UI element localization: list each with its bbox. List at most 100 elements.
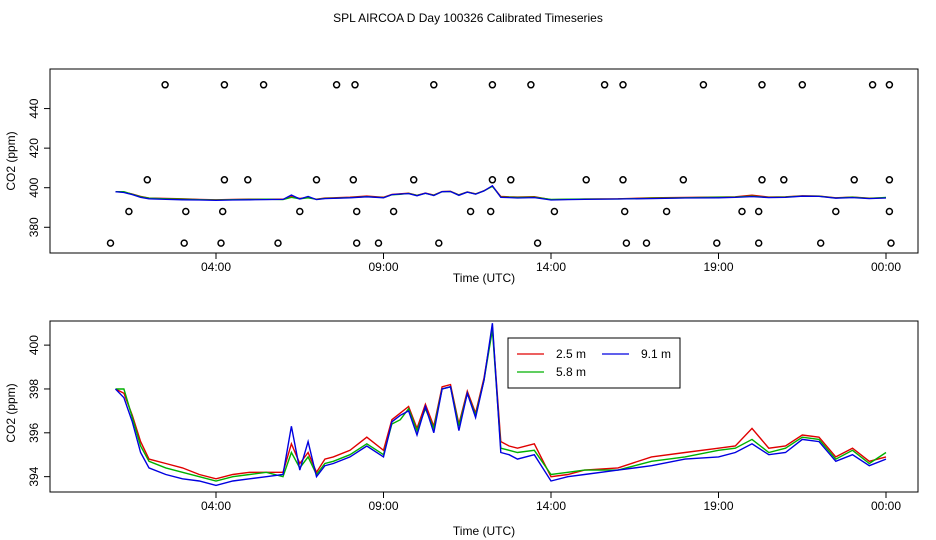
calibration-point: [435, 239, 443, 247]
calibration-point: [486, 207, 495, 216]
bottom-ytick-label: 396: [27, 422, 41, 442]
calibration-point: [622, 239, 631, 247]
top-xtick-label: 14:00: [536, 260, 566, 274]
panel-bottom-xlabel: Time (UTC): [453, 524, 515, 538]
calibration-point: [798, 81, 807, 89]
calibration-point: [351, 81, 359, 89]
top-ytick-label: 420: [27, 138, 41, 158]
bottom-xtick-label: 00:00: [871, 499, 901, 513]
calibration-point: [182, 207, 190, 216]
calibration-point: [887, 239, 895, 247]
calibration-point: [662, 207, 671, 216]
calibration-point: [374, 239, 383, 247]
calibration-point: [679, 176, 688, 184]
calibration-point: [244, 176, 252, 184]
calibration-point: [780, 176, 788, 184]
calibration-point: [620, 207, 629, 216]
calibration-point: [713, 239, 721, 247]
bottom-xtick-label: 14:00: [536, 499, 566, 513]
bottom-xtick-label: 19:00: [703, 499, 733, 513]
legend-label-5-8m: 5.8 m: [556, 365, 586, 379]
panel-bottom-series: [114, 323, 887, 487]
panel-top-ylabel: CO2 (ppm): [4, 131, 18, 190]
calibration-point: [220, 176, 229, 184]
panel-top-axes: 04:00 09:00 14:00 19:00 00:00 380 400 420 440: [27, 98, 901, 274]
calibration-point: [389, 207, 398, 216]
panel-bottom-frame: [49, 320, 919, 493]
legend-label-9-1m: 9.1 m: [641, 347, 671, 361]
calibration-point: [758, 176, 766, 184]
calibration-point: [180, 239, 188, 247]
top-xtick-label: 19:00: [703, 260, 733, 274]
top-series-line-2: [115, 184, 887, 202]
calibration-point: [507, 176, 515, 184]
legend-label-2-5m: 2.5 m: [556, 347, 586, 361]
calibration-point: [868, 81, 877, 89]
calibration-point: [430, 81, 438, 89]
calibration-point: [409, 176, 418, 184]
top-ytick-label: 440: [27, 98, 41, 118]
calibration-point: [642, 239, 651, 247]
calibration-point: [274, 239, 282, 247]
calibration-point: [619, 81, 627, 89]
legend-box: [507, 337, 681, 389]
bottom-ytick-label: 398: [27, 379, 41, 399]
calibration-point: [352, 207, 361, 216]
calibration-point: [296, 207, 304, 216]
panel-top-frame: [49, 68, 919, 254]
calibration-point: [312, 176, 321, 184]
legend: 2.5 m 5.8 m 9.1 m: [507, 337, 681, 389]
calibration-point: [582, 176, 590, 184]
calibration-point: [527, 81, 535, 89]
bottom-xtick-label: 09:00: [368, 499, 398, 513]
calibration-point: [600, 81, 609, 89]
calibration-point: [143, 176, 152, 184]
calibration-point: [850, 176, 858, 184]
calibration-point: [217, 239, 225, 247]
top-xtick-label: 04:00: [201, 260, 231, 274]
calibration-point: [550, 207, 559, 216]
panel-top-points: [106, 81, 895, 247]
panel-bottom-ylabel: CO2 (ppm): [4, 383, 18, 442]
panel-top: 04:00 09:00 14:00 19:00 00:00 380 400 420 440 Ti…: [4, 68, 919, 285]
calibration-point: [533, 239, 542, 247]
bottom-ytick-label: 400: [27, 335, 41, 355]
calibration-point: [832, 207, 840, 216]
calibration-point: [816, 239, 825, 247]
bottom-series-line-9-1-m: [114, 323, 887, 487]
calibration-point: [125, 207, 133, 216]
calibration-point: [259, 81, 268, 89]
calibration-point: [758, 81, 766, 89]
calibration-point: [161, 81, 169, 89]
panel-top-series: [115, 184, 887, 202]
top-ytick-label: 380: [27, 217, 41, 237]
panel-top-xlabel: Time (UTC): [453, 271, 515, 285]
calibration-point: [218, 207, 227, 216]
calibration-point: [699, 81, 708, 89]
calibration-point: [885, 176, 894, 184]
calibration-point: [488, 81, 497, 89]
calibration-point: [619, 176, 627, 184]
calibration-point: [466, 207, 475, 216]
bottom-xtick-label: 04:00: [201, 499, 231, 513]
panel-bottom-axes: 04:00 09:00 14:00 19:00 00:00 394 396 398 400: [27, 335, 901, 513]
calibration-point: [754, 207, 763, 216]
bottom-ytick-label: 394: [27, 466, 41, 486]
calibration-point: [349, 176, 358, 184]
calibration-point: [488, 176, 497, 184]
top-xtick-label: 09:00: [368, 260, 398, 274]
calibration-point: [885, 81, 894, 89]
calibration-point: [332, 81, 341, 89]
top-xtick-label: 00:00: [871, 260, 901, 274]
calibration-point: [106, 239, 115, 247]
panel-bottom: 04:00 09:00 14:00 19:00 00:00 394 396 398 400 Ti…: [4, 320, 919, 538]
calibration-point: [885, 207, 894, 216]
calibration-point: [220, 81, 229, 89]
calibration-point: [754, 239, 763, 247]
bottom-series-line-5-8-m: [115, 329, 887, 482]
bottom-series-line-2-5-m: [115, 327, 887, 480]
chart-title: SPL AIRCOA D Day 100326 Calibrated Times…: [333, 11, 603, 25]
calibration-point: [738, 207, 746, 216]
